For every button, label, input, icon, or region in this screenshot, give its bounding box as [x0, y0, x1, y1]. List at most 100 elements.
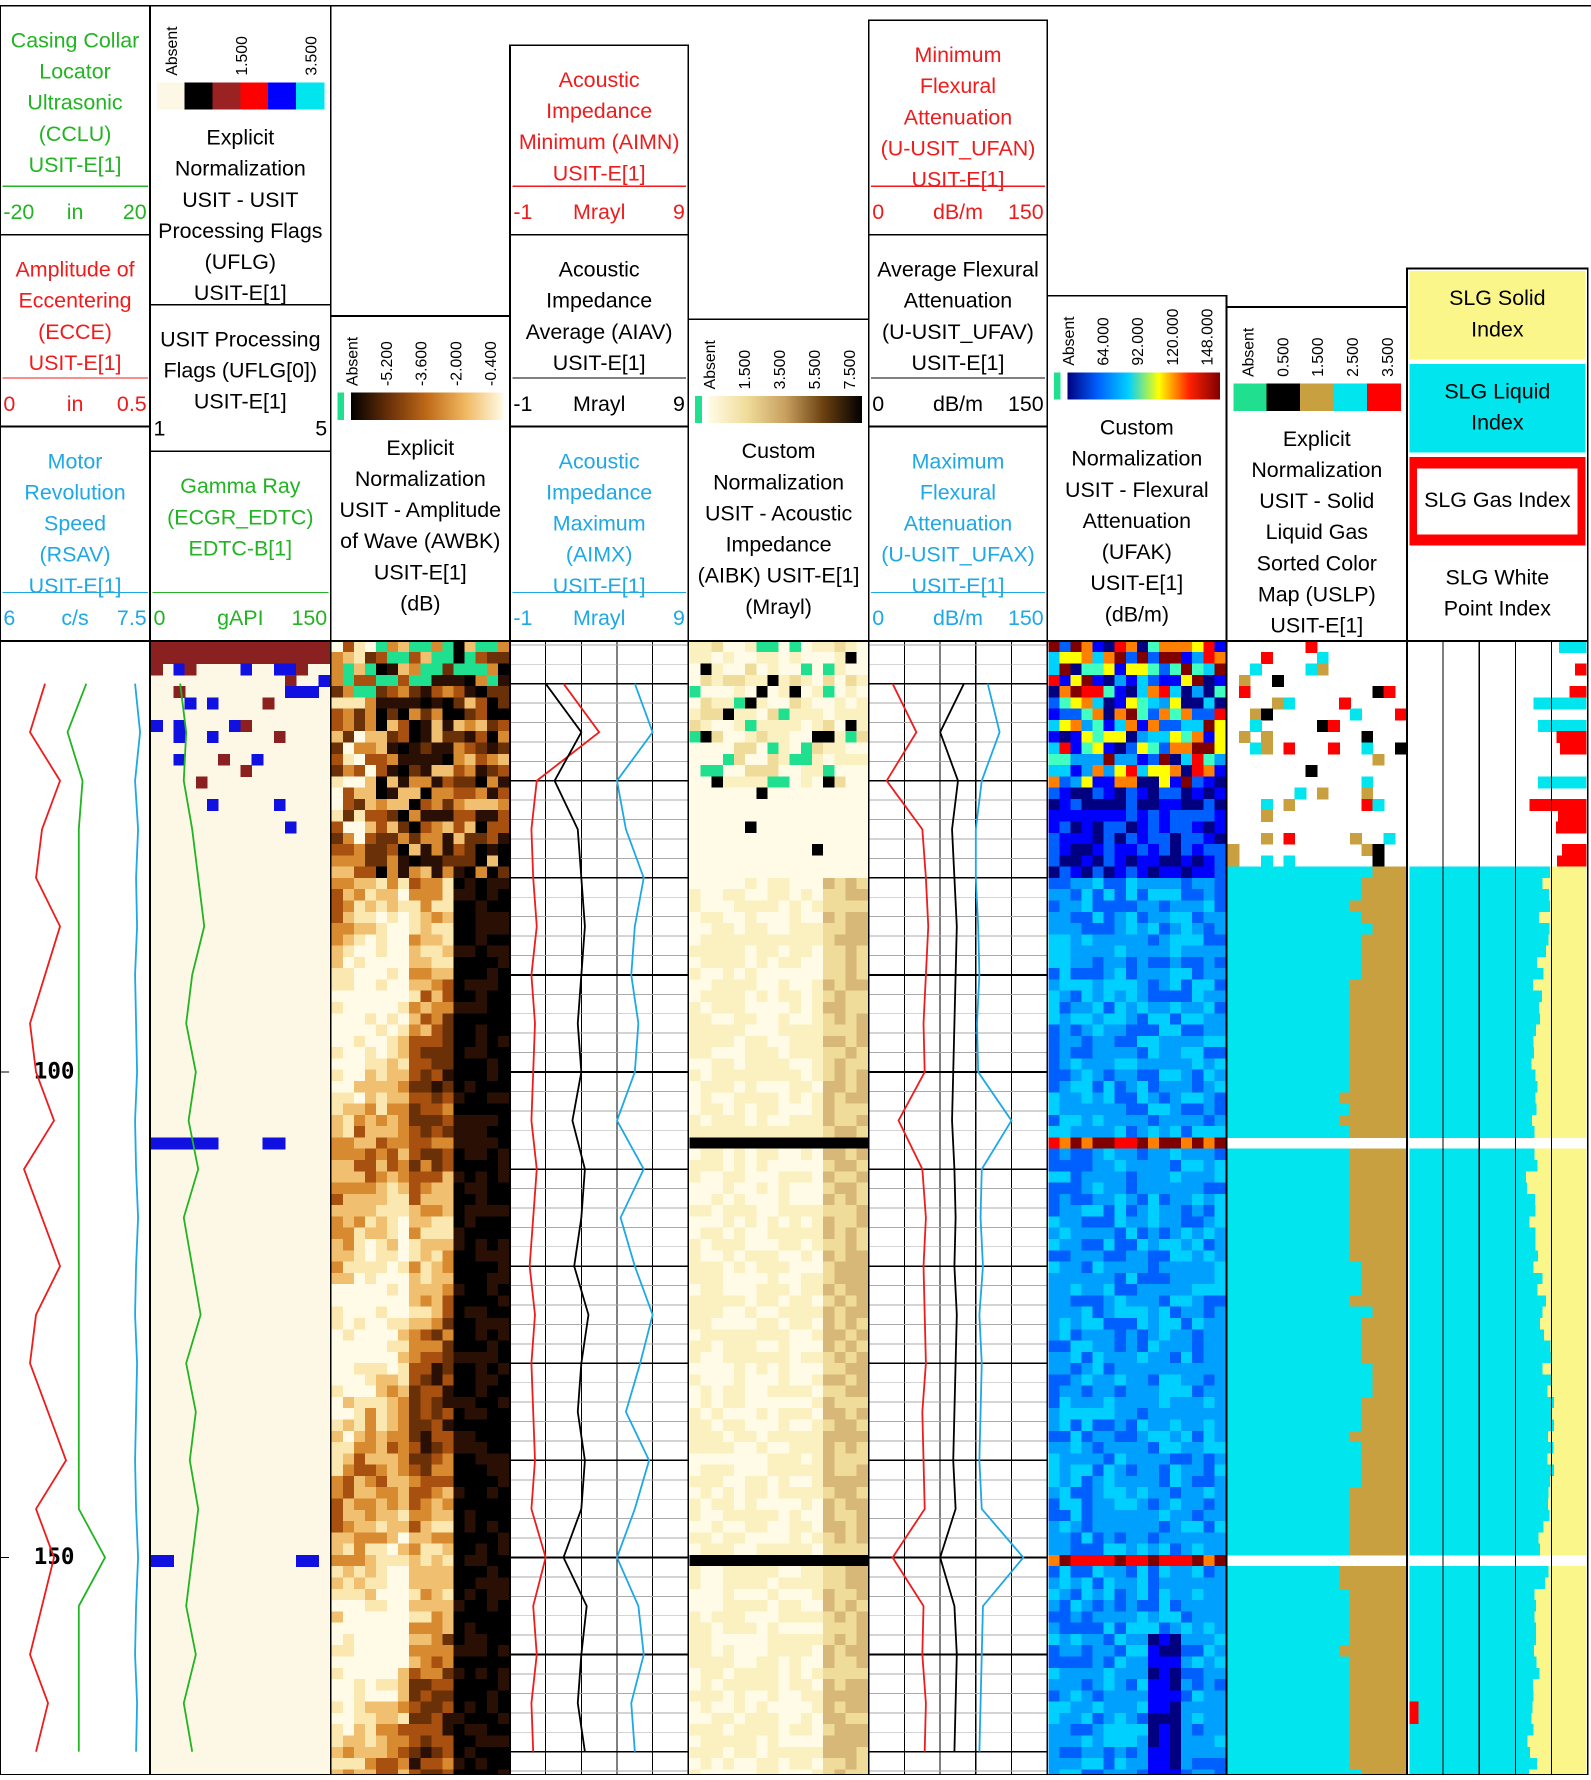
- image-cell: [722, 1295, 735, 1308]
- image-cell: [845, 1724, 858, 1737]
- image-cell: [284, 686, 297, 699]
- image-cell: [1125, 1554, 1138, 1567]
- image-cell: [409, 1081, 421, 1093]
- image-cell: [442, 1363, 455, 1376]
- image-cell: [497, 911, 510, 924]
- image-cell: [486, 1114, 499, 1127]
- image-cell: [767, 1498, 780, 1511]
- image-cell: [1081, 731, 1094, 744]
- image-cell: [1070, 900, 1083, 913]
- image-cell: [700, 1385, 713, 1398]
- image-cell: [745, 1712, 757, 1725]
- image-cell: [398, 798, 410, 811]
- image-cell: [486, 652, 499, 665]
- image-cell: [856, 719, 869, 732]
- image-cell: [812, 1588, 824, 1601]
- image-cell: [431, 1464, 444, 1477]
- image-cell: [453, 1340, 466, 1353]
- image-cell: [1103, 787, 1116, 800]
- image-cell: [1125, 1521, 1138, 1534]
- image-cell: [1092, 945, 1105, 958]
- image-cell: [711, 1498, 724, 1511]
- image-cell: [486, 1532, 499, 1545]
- image-cell: [431, 945, 444, 958]
- image-cell: [497, 1679, 510, 1692]
- image-cell: [431, 1081, 444, 1093]
- image-cell: [1081, 1205, 1094, 1218]
- image-background: [151, 640, 330, 1775]
- image-cell: [1070, 1588, 1083, 1601]
- image-cell: [778, 911, 791, 924]
- image-cell: [745, 1250, 757, 1263]
- image-cell: [1092, 1645, 1105, 1658]
- image-cell: [409, 1419, 421, 1432]
- image-cell: [486, 1396, 499, 1409]
- image-cell: [409, 1498, 421, 1511]
- image-cell: [398, 1509, 410, 1522]
- image-cell: [342, 1735, 355, 1748]
- image-cell: [722, 1047, 735, 1060]
- image-cell: [486, 1554, 499, 1567]
- image-cell: [486, 877, 499, 890]
- image-cell: [711, 1193, 724, 1206]
- image-cell: [1136, 1058, 1149, 1071]
- image-cell: [734, 1182, 746, 1195]
- image-cell: [734, 1543, 746, 1556]
- image-cell: [1327, 719, 1340, 732]
- image-cell: [711, 719, 724, 732]
- image-cell: [398, 877, 410, 890]
- image-cell: [1048, 1385, 1061, 1398]
- image-cell: [856, 900, 869, 913]
- image-cell: [778, 1317, 791, 1330]
- image-cell: [364, 663, 377, 676]
- image-cell: [1158, 787, 1171, 800]
- image-cell: [409, 900, 421, 913]
- image-cell: [767, 1374, 780, 1387]
- image-cell: [398, 652, 410, 665]
- image-cell: [453, 877, 466, 890]
- image-cell: [689, 1475, 702, 1488]
- image-cell: [331, 708, 344, 721]
- image-cell: [1136, 1374, 1149, 1387]
- image-cell: [387, 900, 399, 913]
- image-cell: [1238, 877, 1251, 890]
- image-cell: [778, 1746, 791, 1759]
- image-cell: [442, 1069, 455, 1082]
- image-cell: [1136, 1317, 1149, 1330]
- image-cell: [1181, 1171, 1193, 1184]
- image-cell: [734, 1487, 746, 1500]
- image-cell: [1070, 1521, 1083, 1534]
- image-cell: [453, 1701, 466, 1714]
- image-cell: [767, 1340, 780, 1353]
- image-cell: [778, 1667, 791, 1680]
- image-cell: [689, 1227, 702, 1240]
- image-cell: [307, 1554, 320, 1567]
- image-cell: [1048, 1374, 1061, 1387]
- image-cell: [845, 1171, 858, 1184]
- image-cell: [745, 1013, 757, 1026]
- image-cell: [364, 1002, 377, 1014]
- image-cell: [1070, 1746, 1083, 1759]
- image-cell: [442, 1002, 455, 1014]
- image-cell: [856, 877, 869, 890]
- image-cell: [812, 652, 824, 665]
- image-cell: [1214, 1081, 1227, 1093]
- image-cell: [689, 1487, 702, 1500]
- image-cell: [789, 1408, 802, 1421]
- image-cell: [689, 1746, 702, 1759]
- image-cell: [431, 640, 444, 653]
- image-cell: [778, 1679, 791, 1692]
- image-cell: [420, 1588, 433, 1601]
- image-cell: [745, 1126, 757, 1139]
- image-cell: [812, 1735, 824, 1748]
- image-cell: [464, 1554, 477, 1567]
- image-cell: [453, 844, 466, 857]
- image-cell: [453, 1487, 466, 1500]
- image-cell: [767, 1013, 780, 1026]
- image-cell: [789, 1645, 802, 1658]
- image-cell: [1147, 1521, 1160, 1534]
- image-cell: [431, 1363, 444, 1376]
- image-cell: [1214, 1758, 1227, 1770]
- image-cell: [812, 1475, 824, 1488]
- image-cell: [711, 1363, 724, 1376]
